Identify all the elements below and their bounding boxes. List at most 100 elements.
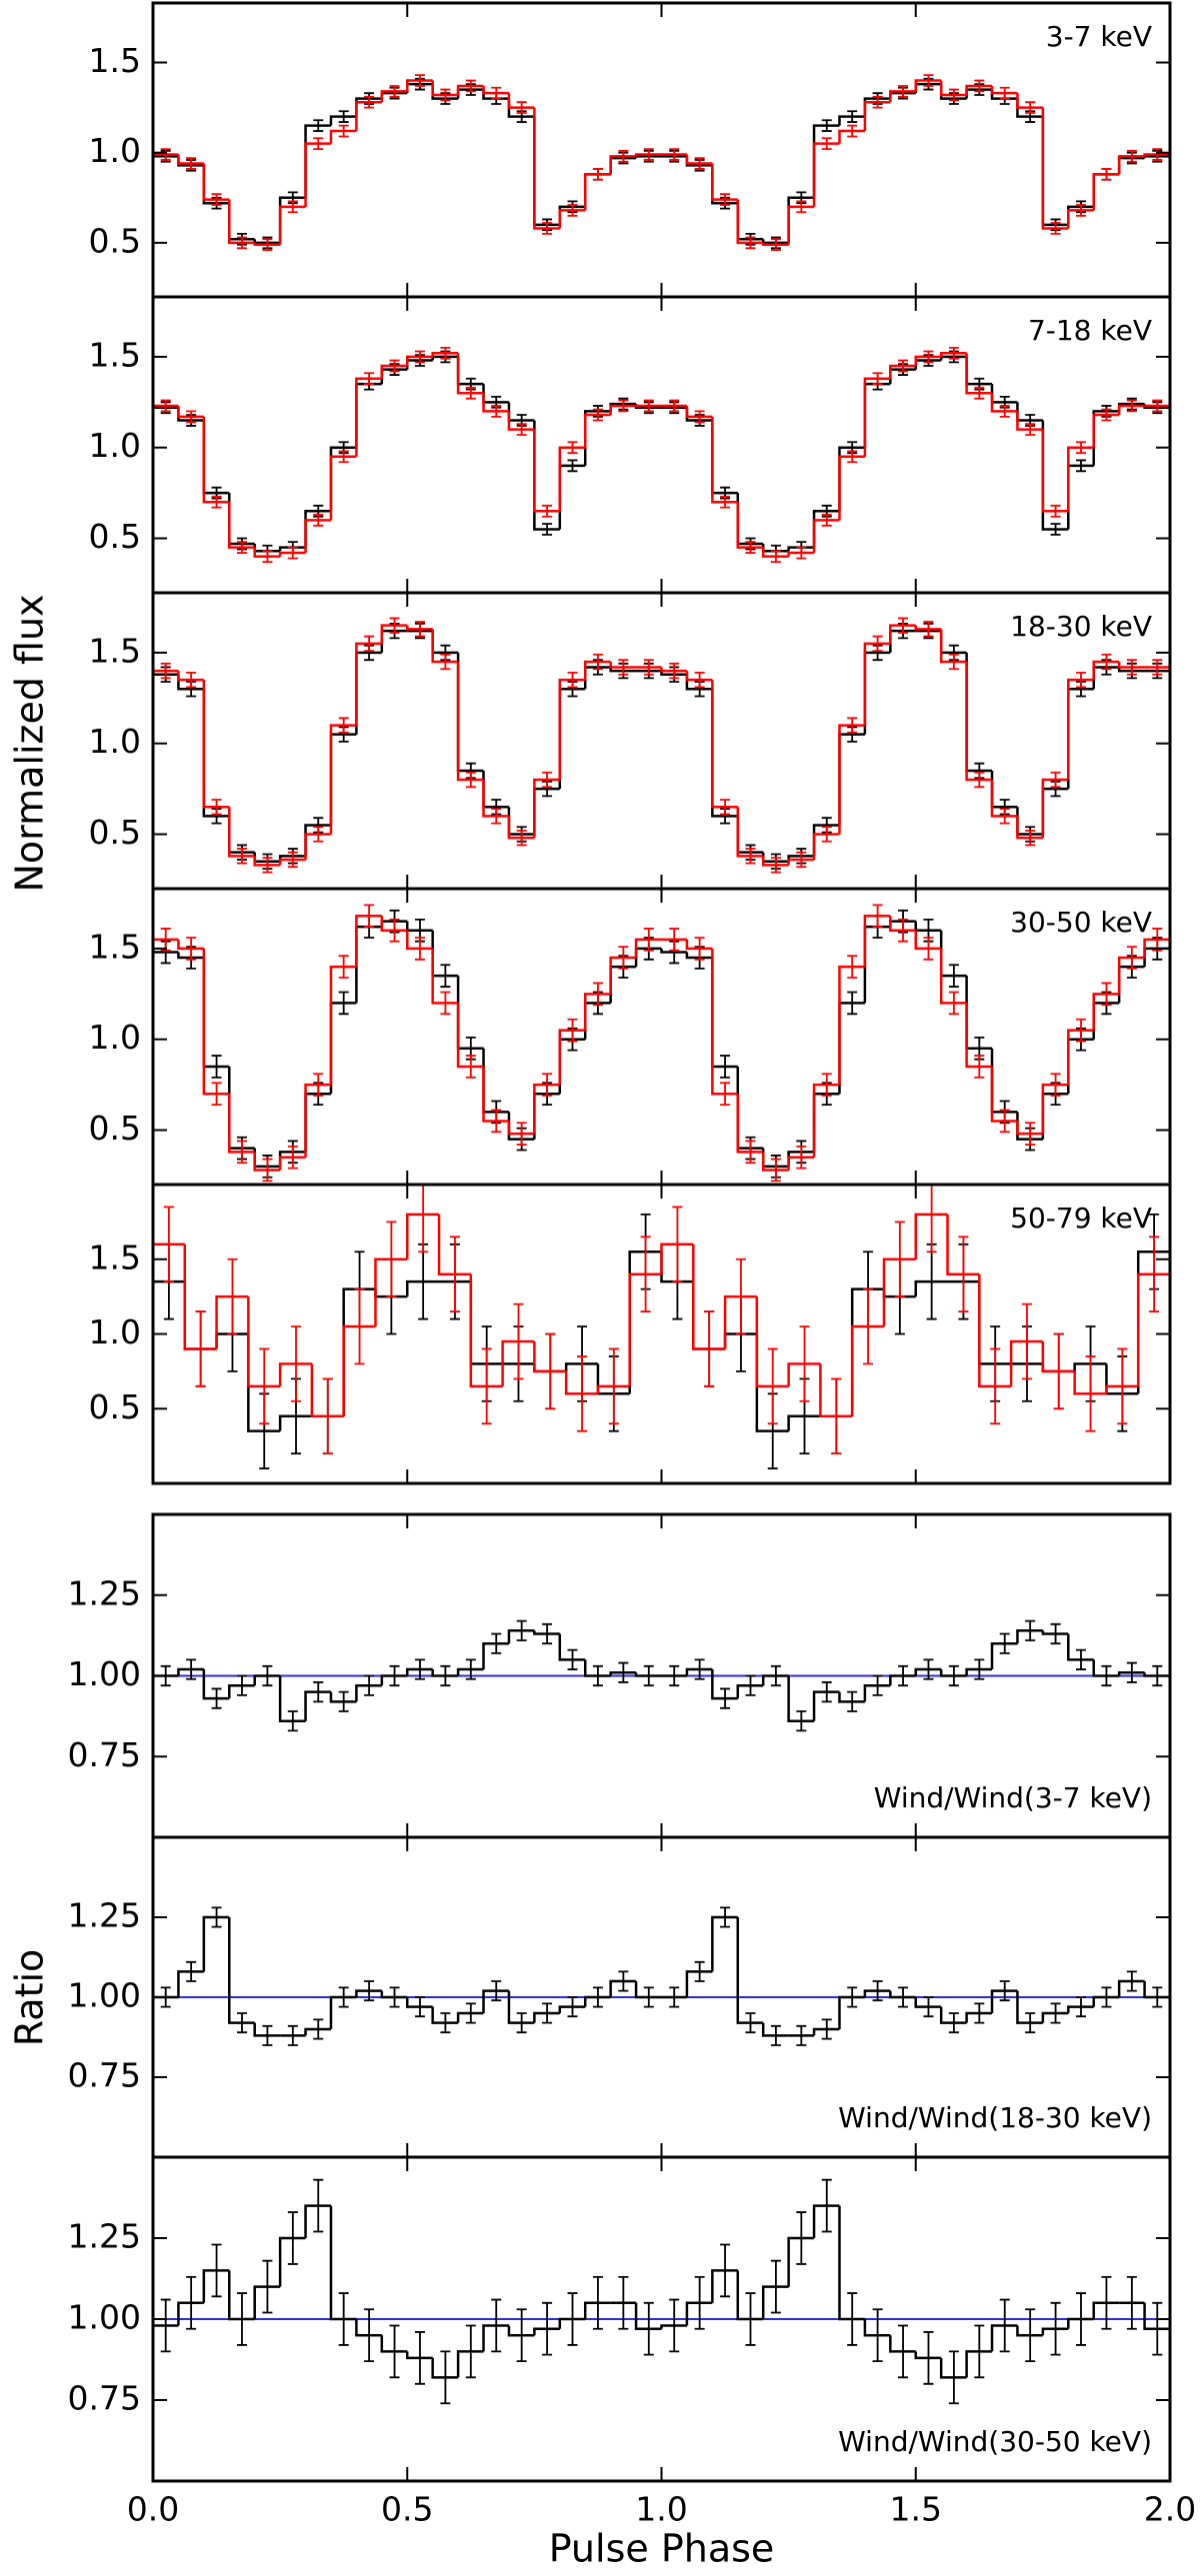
error-bar bbox=[948, 653, 959, 671]
step-bin bbox=[711, 958, 738, 1069]
y-tick-label: 0.75 bbox=[68, 1735, 141, 1774]
error-bar bbox=[1021, 1302, 1032, 1380]
step-bin bbox=[406, 1213, 440, 1260]
error-bar bbox=[567, 204, 578, 217]
step-bin bbox=[628, 1273, 662, 1386]
error-bar bbox=[770, 2259, 781, 2314]
step-bin bbox=[736, 1066, 764, 1150]
step-bin bbox=[431, 629, 459, 664]
step-bin bbox=[736, 1094, 764, 1154]
error-bar bbox=[389, 85, 400, 98]
error-bar bbox=[491, 1109, 502, 1134]
error-bar bbox=[640, 1236, 651, 1312]
step-bin bbox=[1041, 2327, 1069, 2336]
step-bin bbox=[914, 1667, 942, 1676]
error-bar bbox=[898, 2324, 909, 2379]
step-bin bbox=[761, 1674, 789, 1686]
step-bin bbox=[228, 199, 255, 245]
x-tick-label: 0.5 bbox=[381, 2490, 433, 2529]
step-bin bbox=[583, 173, 611, 211]
x-tick-label: 1.0 bbox=[635, 2490, 687, 2529]
error-bar bbox=[186, 1960, 197, 1982]
error-bar bbox=[414, 2331, 425, 2385]
step-bin bbox=[456, 652, 484, 773]
step-bin bbox=[965, 662, 993, 782]
y-tick-label: 1.0 bbox=[89, 131, 141, 170]
error-bar bbox=[186, 410, 197, 424]
step-bin bbox=[342, 1324, 376, 1416]
error-bar bbox=[440, 991, 451, 1016]
step-bin bbox=[1016, 1629, 1043, 1644]
error-bar bbox=[338, 717, 349, 734]
error-bar bbox=[1152, 2301, 1163, 2356]
step-bin bbox=[736, 1683, 764, 1699]
panel-label: 3-7 keV bbox=[1046, 20, 1152, 53]
step-bin bbox=[1067, 2005, 1094, 2013]
step-bin bbox=[1016, 816, 1043, 840]
step-bin bbox=[278, 205, 306, 245]
y-tick-label: 1.0 bbox=[89, 1312, 141, 1351]
step-bin bbox=[482, 85, 509, 95]
error-bar bbox=[389, 1986, 400, 2008]
error-bar bbox=[720, 193, 731, 206]
error-bar bbox=[974, 2324, 985, 2379]
step-bin bbox=[711, 680, 738, 809]
step-bin bbox=[946, 1214, 980, 1276]
error-bar bbox=[160, 928, 171, 952]
step-bin bbox=[1009, 1339, 1043, 1386]
step-bin bbox=[533, 116, 560, 227]
error-bar bbox=[643, 148, 654, 161]
error-bar bbox=[694, 672, 705, 689]
step-bin bbox=[787, 205, 815, 245]
panel-label: Wind/Wind(3-7 keV) bbox=[874, 1781, 1152, 1814]
step-bin bbox=[507, 1629, 535, 1644]
step-bin bbox=[889, 364, 916, 379]
step-bin bbox=[304, 1690, 331, 1721]
error-bar bbox=[236, 541, 247, 554]
step-bin bbox=[761, 856, 789, 867]
error-bar bbox=[643, 1986, 654, 2008]
step-bin bbox=[329, 1995, 357, 2029]
error-bar bbox=[567, 1996, 578, 2018]
step-bin bbox=[482, 1066, 509, 1123]
error-bar bbox=[745, 1674, 756, 1696]
step-bin bbox=[838, 965, 865, 1086]
error-bar bbox=[948, 2012, 959, 2034]
error-bar bbox=[770, 238, 781, 252]
error-bar bbox=[516, 2308, 527, 2363]
error-bar bbox=[1025, 2308, 1036, 2363]
step-bin bbox=[1016, 1990, 1043, 2024]
step-bin bbox=[812, 1083, 840, 1158]
error-bar bbox=[898, 85, 909, 98]
error-bar bbox=[414, 1996, 425, 2018]
error-bar bbox=[567, 672, 578, 689]
panel bbox=[153, 1619, 1170, 1732]
error-bar bbox=[195, 1310, 206, 1387]
step-bin bbox=[380, 364, 408, 379]
step-bin bbox=[253, 2022, 281, 2037]
step-bin bbox=[990, 85, 1018, 95]
panel-label: 7-18 keV bbox=[1028, 314, 1152, 347]
error-bar bbox=[898, 359, 909, 373]
step-bin bbox=[507, 411, 535, 431]
step-bin bbox=[990, 1641, 1018, 1670]
step-bin bbox=[1067, 446, 1094, 512]
step-bin bbox=[533, 2327, 560, 2336]
error-bar bbox=[186, 2275, 197, 2330]
step-bin bbox=[660, 667, 687, 673]
y-tick-label: 1.5 bbox=[89, 335, 141, 374]
error-bar bbox=[863, 1288, 874, 1365]
error-bar bbox=[186, 157, 197, 170]
step-bin bbox=[558, 209, 586, 229]
step-bin bbox=[838, 1995, 865, 2029]
error-bar bbox=[338, 110, 349, 123]
y-axis-label: Normalized flux bbox=[8, 594, 52, 892]
error-bar bbox=[745, 2012, 756, 2034]
step-bin bbox=[978, 1274, 1012, 1388]
error-bar bbox=[1126, 150, 1137, 163]
step-bin bbox=[177, 405, 204, 419]
step-bin bbox=[355, 642, 382, 726]
step-bin bbox=[914, 1213, 948, 1260]
step-bin bbox=[329, 129, 357, 144]
error-bar bbox=[491, 86, 502, 100]
